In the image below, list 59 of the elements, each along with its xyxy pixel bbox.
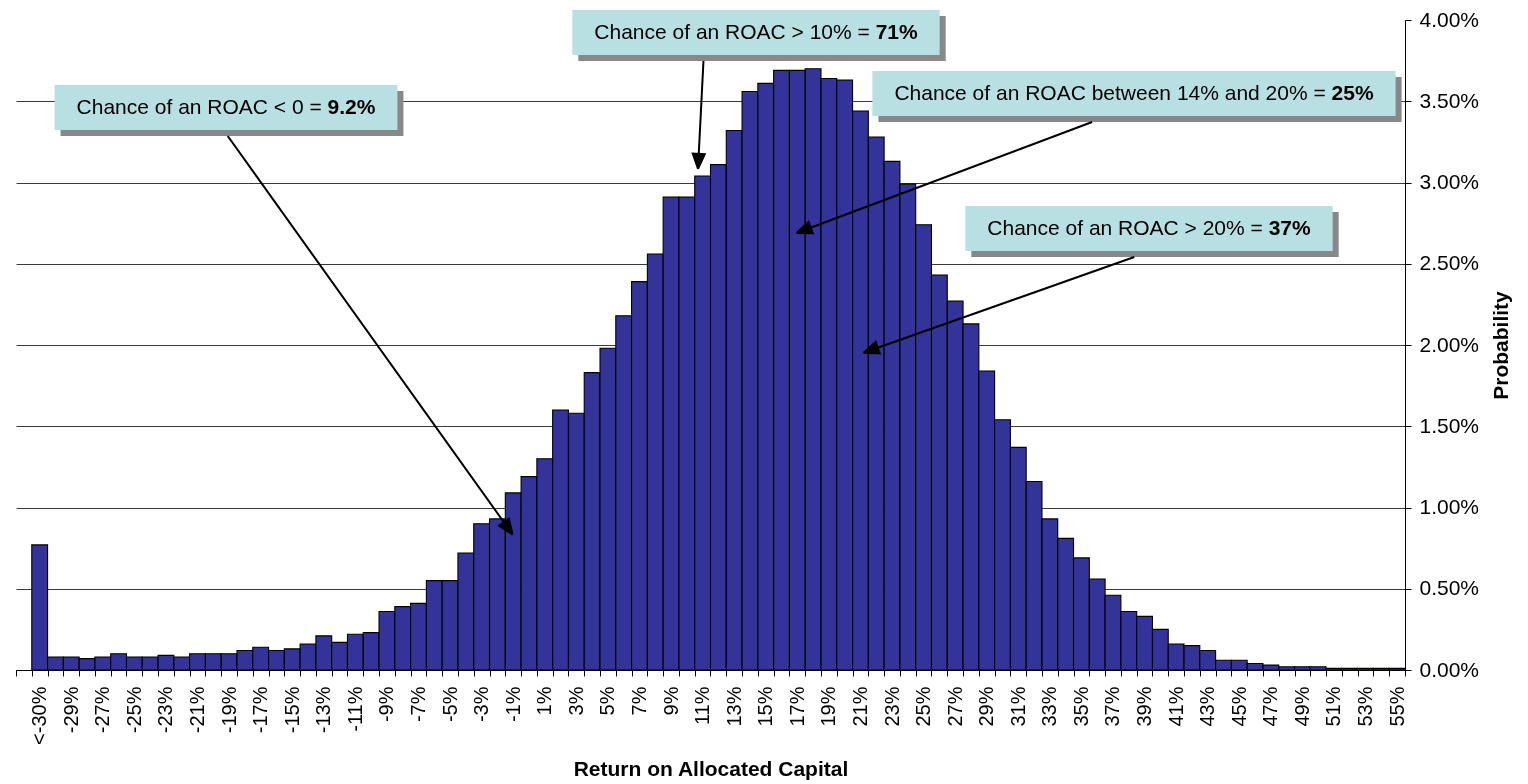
y-tick-label: 2.00% xyxy=(1419,332,1480,356)
x-tick-label: -13% xyxy=(312,686,335,734)
annotation: Chance of an ROAC < 0 = 9.2% xyxy=(76,94,376,118)
x-tick-label: 17% xyxy=(785,686,808,727)
x-tick-label: 1% xyxy=(533,686,556,716)
x-tick-label: 7% xyxy=(627,686,650,716)
x-tick-label: 11% xyxy=(691,686,714,726)
x-tick-label: 47% xyxy=(1259,686,1282,727)
x-tick-label: 25% xyxy=(912,686,935,727)
x-tick-label: 15% xyxy=(754,686,777,727)
y-tick-label: 2.50% xyxy=(1419,251,1480,275)
x-tick-label: 45% xyxy=(1227,686,1250,727)
y-axis-title: Probability xyxy=(1489,290,1513,400)
annotation: Chance of an ROAC > 20% = 37% xyxy=(987,215,1312,239)
x-tick-label: 27% xyxy=(943,686,966,727)
x-tick-label: -29% xyxy=(59,686,82,734)
x-tick-label: -21% xyxy=(186,686,209,734)
x-tick-label: -9% xyxy=(375,686,398,723)
annotation: Chance of an ROAC between 14% and 20% = 25% xyxy=(894,80,1374,104)
x-tick-label: -25% xyxy=(122,686,145,734)
x-tick-label: 39% xyxy=(1133,686,1156,727)
x-tick-label: 33% xyxy=(1038,686,1061,727)
x-axis-title: Return on Allocated Capital xyxy=(573,756,849,780)
x-tick-label: 19% xyxy=(817,686,840,727)
x-tick-label: 3% xyxy=(564,686,587,716)
x-tick-label: 13% xyxy=(722,686,745,727)
y-tick-label: 1.50% xyxy=(1419,413,1480,437)
x-tick-label: -7% xyxy=(406,686,429,723)
x-tick-label: 9% xyxy=(659,686,682,716)
y-tick-label: 1.00% xyxy=(1419,495,1480,518)
x-tick-label: 31% xyxy=(1006,686,1029,727)
y-tick-label: 0.50% xyxy=(1419,576,1480,600)
x-tick-label: -19% xyxy=(217,686,240,734)
x-tick-label: 35% xyxy=(1069,686,1092,727)
y-tick-label: 3.00% xyxy=(1419,170,1480,193)
x-tick-label: -23% xyxy=(154,686,177,734)
x-tick-label: -17% xyxy=(249,686,272,734)
annotation: Chance of an ROAC > 10% = 71% xyxy=(594,19,919,43)
x-tick-label: -1% xyxy=(501,686,524,723)
x-tick-label: -27% xyxy=(91,686,114,734)
x-tick-label: 55% xyxy=(1385,686,1408,727)
x-tick-label: 21% xyxy=(848,686,871,727)
x-tick-label: -3% xyxy=(470,686,493,723)
x-tick-label: 37% xyxy=(1101,686,1124,727)
y-tick-label: 4.00% xyxy=(1419,7,1480,31)
x-tick-label: -15% xyxy=(280,686,303,734)
x-tick-label: 5% xyxy=(596,686,619,716)
x-tick-label: 51% xyxy=(1322,686,1345,727)
x-tick-label: 43% xyxy=(1196,686,1219,727)
x-tick-label: 49% xyxy=(1290,686,1313,727)
x-tick-label: <-30% xyxy=(28,686,51,745)
y-tick-label: 0.00% xyxy=(1419,657,1480,681)
x-tick-label: 53% xyxy=(1354,686,1377,727)
y-tick-label: 3.50% xyxy=(1419,88,1480,112)
x-tick-label: 23% xyxy=(880,686,903,727)
x-tick-label: 29% xyxy=(975,686,998,727)
x-tick-label: -11% xyxy=(343,686,366,732)
x-tick-label: -5% xyxy=(438,686,461,723)
x-tick-label: 41% xyxy=(1164,686,1187,727)
